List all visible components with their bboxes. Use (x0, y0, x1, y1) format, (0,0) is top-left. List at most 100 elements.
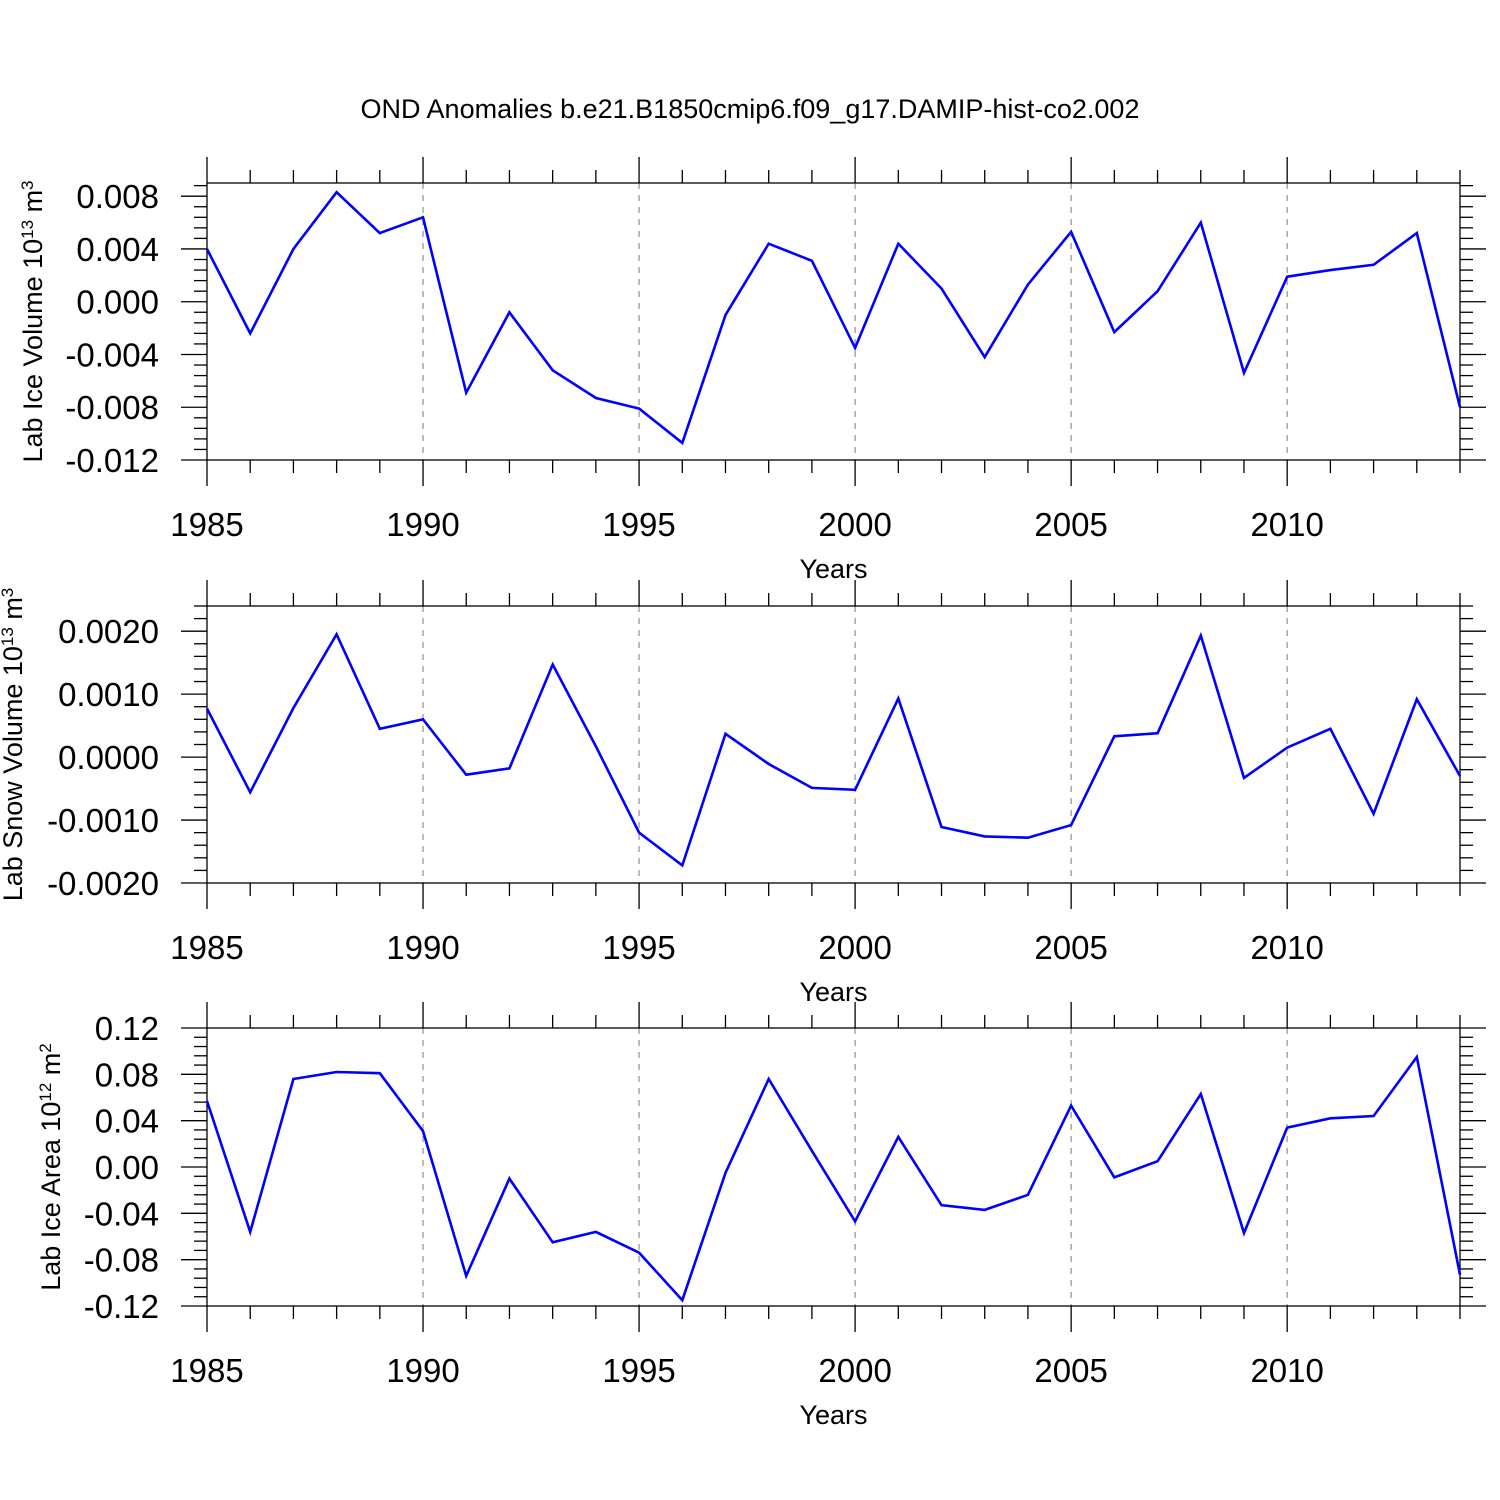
data-point (1328, 727, 1332, 731)
data-point (853, 788, 857, 792)
panel-1: -0.012 -0.008 -0.004 0.000 0.004 0.008 1985 199… (18, 157, 1486, 584)
data-point (1328, 1116, 1332, 1120)
data-point (335, 190, 339, 194)
plot-frame (206, 182, 1461, 461)
x-tick-label: 2000 (818, 506, 891, 543)
data-point (637, 1251, 641, 1255)
x-tick-label: 2005 (1034, 1352, 1107, 1389)
data-point (1199, 221, 1203, 225)
data-point (940, 825, 944, 829)
x-tick-label: 2000 (818, 929, 891, 966)
data-point (421, 1129, 425, 1133)
y-tick-label: 0.12 (95, 1010, 159, 1047)
data-point (1112, 734, 1116, 738)
data-point (248, 1230, 252, 1234)
data-point (291, 247, 295, 251)
x-tick-label: 2010 (1250, 929, 1323, 966)
data-point (1415, 1055, 1419, 1059)
data-point (767, 1077, 771, 1081)
data-point (1328, 268, 1332, 272)
data-point (896, 1135, 900, 1139)
y-tick-label: 0.000 (76, 284, 159, 321)
x-tick-label: 1990 (386, 1352, 459, 1389)
chart-title: OND Anomalies b.e21.B1850cmip6.f09_g17.D… (361, 94, 1140, 124)
data-point (810, 259, 814, 263)
data-point (940, 287, 944, 291)
data-point (680, 441, 684, 445)
data-point (1458, 405, 1462, 409)
data-point (983, 834, 987, 838)
y-tick-label: -0.0020 (47, 865, 159, 902)
panels: -0.012 -0.008 -0.004 0.000 0.004 0.008 1985 199… (0, 157, 1486, 1430)
series-line (205, 190, 1462, 446)
data-point (464, 1274, 468, 1278)
data-point (724, 1171, 728, 1175)
data-point (1285, 1126, 1289, 1130)
data-point (551, 368, 555, 372)
data-point (335, 632, 339, 636)
x-tick-label: 2010 (1250, 506, 1323, 543)
panel-2: -0.0020 -0.0010 0.0000 0.0010 0.0020 1985 1990… (0, 580, 1486, 1007)
data-point (983, 1208, 987, 1212)
data-point (1156, 1159, 1160, 1163)
data-point (507, 1177, 511, 1181)
x-tick-label: 2000 (818, 1352, 891, 1389)
data-point (205, 707, 209, 711)
data-point (594, 744, 598, 748)
y-tick-label: 0.008 (76, 178, 159, 215)
data-point (680, 863, 684, 867)
y-tick-label: 0.0010 (58, 676, 159, 713)
data-point (1372, 263, 1376, 267)
y-tick-label: -0.04 (84, 1195, 159, 1232)
data-point (767, 242, 771, 246)
y-axis-label: Lab Ice Volume 1013 m3 (18, 180, 48, 462)
data-point (637, 831, 641, 835)
data-point (378, 231, 382, 235)
series-line (205, 631, 1462, 868)
x-axis-label: Years (799, 554, 867, 584)
data-point (1458, 1273, 1462, 1277)
data-point (1069, 823, 1073, 827)
data-point (248, 331, 252, 335)
y-tick-label: -0.0010 (47, 802, 159, 839)
x-tick-label: 2010 (1250, 1352, 1323, 1389)
y-axis-label: Lab Snow Volume 1013 m3 (0, 588, 28, 902)
data-point (896, 697, 900, 701)
data-point (1285, 746, 1289, 750)
data-point (464, 773, 468, 777)
y-tick-label: 0.004 (76, 231, 159, 268)
data-point (1285, 275, 1289, 279)
data-point (1242, 371, 1246, 375)
data-point (1069, 230, 1073, 234)
data-point (507, 310, 511, 314)
data-point (507, 766, 511, 770)
y-tick-label: 0.04 (95, 1103, 159, 1140)
data-point (421, 215, 425, 219)
data-point (983, 355, 987, 359)
data-point (1242, 776, 1246, 780)
data-point (1415, 697, 1419, 701)
x-tick-label: 2005 (1034, 506, 1107, 543)
data-point (551, 663, 555, 667)
data-point (1372, 1114, 1376, 1118)
y-axis-label: Lab Ice Area 1012 m2 (36, 1043, 66, 1291)
data-point (1026, 836, 1030, 840)
data-point (724, 732, 728, 736)
data-point (335, 1070, 339, 1074)
x-tick-label: 1985 (170, 1352, 243, 1389)
panel-3: -0.12 -0.08 -0.04 0.00 0.04 0.08 0.12 1985 1990 1… (36, 1002, 1486, 1430)
data-point (378, 1071, 382, 1075)
data-point (724, 313, 728, 317)
data-point (594, 396, 598, 400)
data-point (680, 1298, 684, 1302)
y-tick-label: -0.008 (65, 389, 159, 426)
x-tick-label: 1990 (386, 506, 459, 543)
x-tick-label: 2005 (1034, 929, 1107, 966)
data-point (810, 786, 814, 790)
data-point (421, 717, 425, 721)
data-point (205, 1099, 209, 1103)
x-tick-label: 1985 (170, 506, 243, 543)
data-point (1458, 774, 1462, 778)
x-tick-label: 1990 (386, 929, 459, 966)
